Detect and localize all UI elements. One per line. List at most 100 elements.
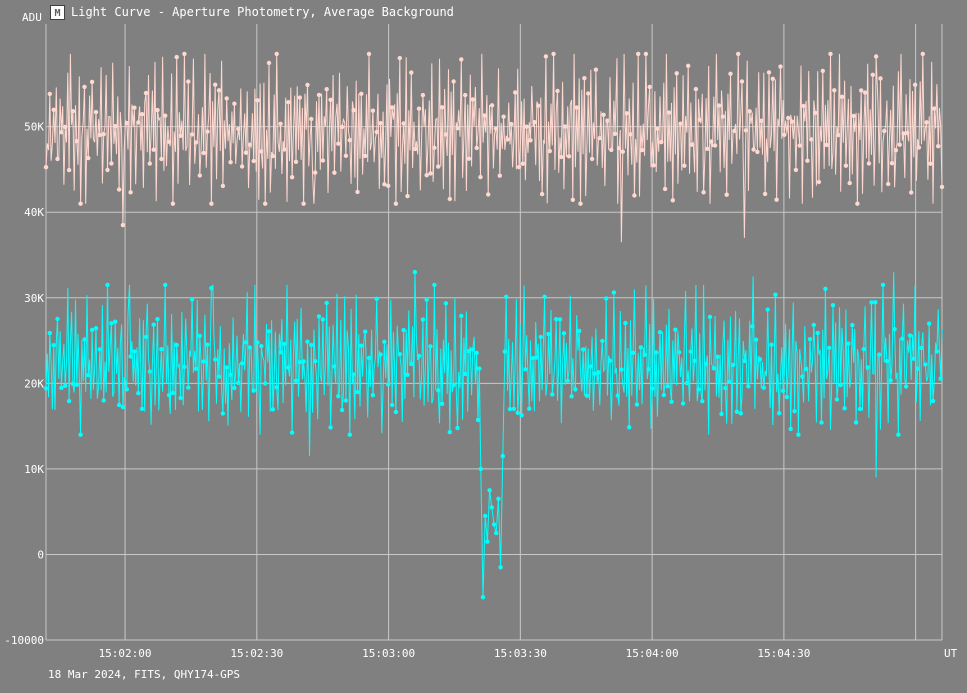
series-0-point-372 [520,161,525,166]
series-0-point-576 [782,132,787,137]
series-1-point-341 [483,513,488,519]
light-curve-app-icon[interactable]: M [50,4,65,20]
series-1-point-204 [305,339,310,344]
series-1-point-585 [803,367,809,372]
series-1-point-360 [515,410,520,415]
series-1-point-9 [55,316,60,322]
series-0-point-150 [236,126,241,132]
series-0-point-264 [382,182,387,187]
series-0-point-231 [339,124,345,130]
series-0-point-540 [736,51,741,57]
series-1-point-609 [834,397,840,402]
series-0-point-555 [755,149,760,155]
series-0-point-300 [428,171,433,176]
series-1-point-219 [324,300,329,306]
series-1-point-120 [197,333,202,339]
series-0-point-315 [447,196,452,202]
series-0-point-504 [689,142,695,147]
series-1-point-72 [136,391,141,396]
series-0-point-21 [70,109,76,114]
series-1-point-489 [680,401,686,406]
series-1-point-465 [650,386,655,391]
series-1-point-18 [66,398,72,404]
series-0-point-651 [878,76,883,81]
series-0-point-9 [55,156,60,162]
y-axis-label: ADU [22,11,42,24]
series-1-point-363 [519,413,524,418]
window-title-bar: M Light Curve - Aperture Photometry, Ave… [50,3,454,21]
series-0-point-345 [486,192,491,197]
series-0-point-63 [124,120,129,126]
series-0-point-552 [751,147,756,152]
series-1-point-318 [451,382,456,388]
y-tick-label-6: -10000 [4,634,44,647]
series-1-point-408 [577,328,582,334]
series-1-point-252 [366,355,372,361]
series-1-point-138 [220,411,226,416]
series-0-point-465 [639,147,645,153]
series-0-point-174 [266,60,272,66]
series-0-point-516 [705,146,710,151]
series-0-point-108 [182,51,187,57]
series-1-point-618 [846,341,851,346]
series-0-point-45 [101,132,106,137]
series-0-point-375 [524,124,529,129]
series-1-point-384 [546,331,551,337]
series-1-point-261 [378,352,383,357]
series-1-point-534 [738,411,743,416]
series-1-point-346 [494,530,499,536]
series-1-point-309 [439,401,445,406]
series-1-point-270 [389,402,395,408]
series-1-point-438 [615,393,620,398]
series-0-point-660 [889,161,895,166]
series-0-point-183 [278,121,283,127]
series-0-point-561 [762,191,768,197]
series-1-point-87 [155,316,160,322]
series-0-point-603 [816,179,822,185]
series-0-point-255 [370,108,376,113]
series-0-point-399 [555,88,560,94]
series-0-point-483 [662,186,668,192]
series-0-point-387 [539,191,545,197]
series-1-point-21 [70,381,76,386]
series-1-point-579 [796,432,801,437]
series-1-point-306 [436,388,441,393]
series-1-point-48 [105,282,110,288]
series-1-point-63 [124,387,129,392]
series-1-point-147 [232,385,237,391]
series-1-point-321 [455,425,460,431]
series-0-point-273 [393,201,399,206]
series-0-point-456 [628,132,633,137]
series-1-point-288 [412,269,418,275]
series-0-point-549 [747,109,752,114]
series-0-point-648 [873,54,879,59]
series-1-point-174 [266,329,272,334]
series-1-point-621 [850,322,855,328]
series-0-line [45,53,943,243]
series-0-point-147 [232,101,237,106]
series-0-point-96 [166,139,172,144]
series-1-point-300 [428,344,433,349]
series-0-point-612 [828,51,833,57]
series-1-point-480 [669,399,674,404]
series-1-point-402 [569,394,574,399]
series-0-point-135 [216,88,222,93]
footer-caption: 18 Mar 2024, FITS, QHY174-GPS [48,668,241,681]
series-0-point-51 [109,161,114,166]
series-0-point-99 [170,201,176,206]
series-0-point-165 [255,98,260,103]
series-1-point-546 [753,337,759,342]
series-0-point-459 [632,193,637,198]
y-tick-label-0: 50K [24,121,44,134]
series-1-point-159 [247,345,252,350]
series-0-point-522 [712,143,718,148]
series-1-point-69 [132,349,137,354]
series-0-point-192 [289,175,295,180]
series-1-point-222 [328,425,333,430]
series-0-point-585 [793,167,799,173]
series-1-point-168 [259,343,264,349]
series-1-point-15 [62,383,68,388]
series-0-point-654 [882,128,887,134]
series-0-point-444 [612,131,618,136]
